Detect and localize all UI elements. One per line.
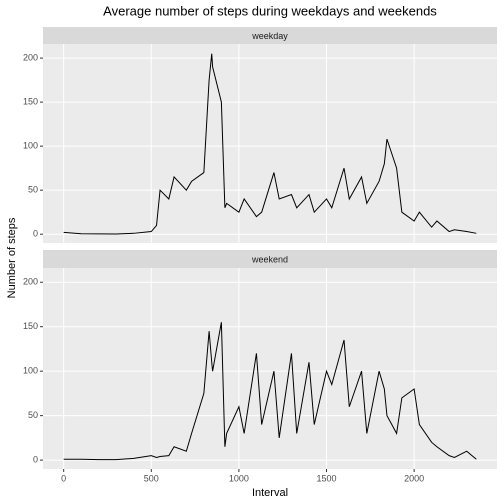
- data-line: [63, 322, 477, 461]
- y-tick-label: 150: [23, 321, 38, 331]
- y-tick-label: 0: [33, 229, 38, 239]
- x-axis-label: Interval: [252, 487, 288, 499]
- x-tick-label: 2000: [404, 473, 424, 483]
- y-tick-label: 0: [33, 454, 38, 464]
- x-tick-label: 0: [61, 473, 66, 483]
- panel: [43, 268, 497, 469]
- y-axis-label: Number of steps: [6, 217, 18, 298]
- panel: [43, 44, 497, 243]
- y-tick-label: 100: [23, 141, 38, 151]
- x-tick-label: 1000: [229, 473, 249, 483]
- strip-label: weekend: [251, 254, 288, 264]
- strip: [43, 27, 497, 44]
- strip: [43, 250, 497, 268]
- x-tick-label: 500: [144, 473, 159, 483]
- y-tick-label: 200: [23, 277, 38, 287]
- y-tick-label: 50: [28, 410, 38, 420]
- x-tick-label: 1500: [316, 473, 336, 483]
- y-tick-label: 150: [23, 96, 38, 106]
- strip-label: weekday: [251, 31, 288, 41]
- y-tick-label: 100: [23, 366, 38, 376]
- y-tick-label: 50: [28, 185, 38, 195]
- data-line: [63, 53, 477, 235]
- chart-title: Average number of steps during weekdays …: [103, 3, 437, 18]
- y-tick-label: 200: [23, 52, 38, 62]
